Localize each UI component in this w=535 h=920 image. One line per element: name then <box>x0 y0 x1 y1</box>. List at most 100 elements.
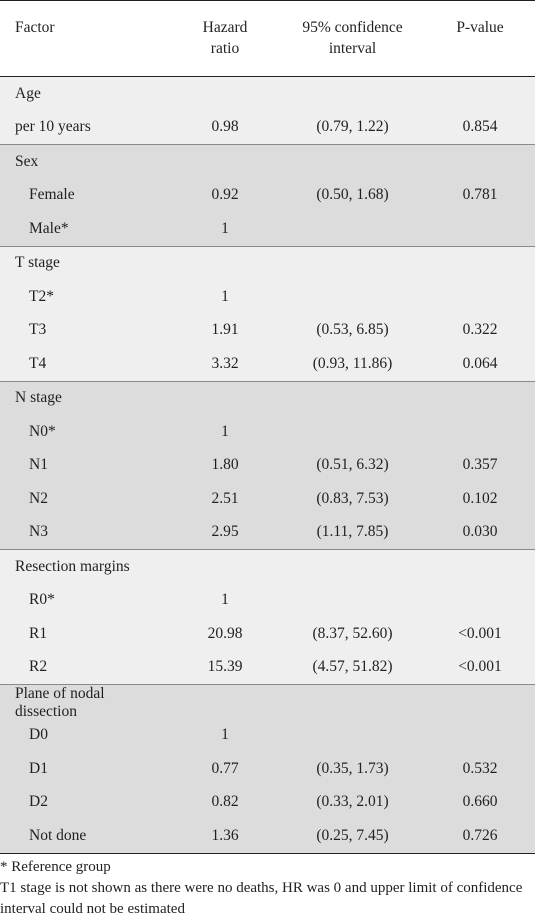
cell-factor: Not done <box>29 826 87 844</box>
cell-hazard-ratio: 15.39 <box>207 658 243 676</box>
cell-hazard-ratio: 1.36 <box>211 826 239 844</box>
cell-confidence-interval: (0.33, 2.01) <box>316 793 389 811</box>
cell-p-value: <0.001 <box>458 624 502 642</box>
footnote-t1-stage: T1 stage is not shown as there were no d… <box>0 879 523 917</box>
cell-confidence-interval: (0.25, 7.45) <box>316 826 389 844</box>
cell-hazard-ratio: 1 <box>221 726 229 744</box>
table-row: D0 1 <box>0 719 535 753</box>
table-row: N0* 1 <box>0 415 535 449</box>
header-hazard-ratio-line2: ratio <box>210 40 240 57</box>
row-group: Sex Female 0.92 (0.50, 1.68) 0.781 Male* 1 <box>0 144 535 246</box>
table-body: Age per 10 years 0.98 (0.79, 1.22) 0.854 Sex F… <box>0 77 535 853</box>
header-confidence-interval: 95% confidence interval <box>280 1 425 76</box>
header-ci-line2: interval <box>328 40 377 57</box>
row-group: Plane of nodal dissection D0 1 D1 0.77 (0.35,… <box>0 684 535 853</box>
cell-confidence-interval: (0.53, 6.85) <box>316 321 389 339</box>
table-row: Male* 1 <box>0 212 535 246</box>
header-ci-line1: 95% confidence <box>302 19 403 36</box>
cell-factor: T2* <box>29 287 54 305</box>
cell-hazard-ratio: 0.92 <box>211 186 239 204</box>
cell-p-value: 0.532 <box>462 759 498 777</box>
group-title-row: T stage <box>0 247 535 281</box>
cell-p-value: 0.102 <box>462 489 498 507</box>
group-title-row: Resection margins <box>0 550 535 584</box>
row-group: Resection margins R0* 1 R1 20.98 (8.37, 52.60… <box>0 549 535 684</box>
cell-factor: Sex <box>15 152 39 170</box>
cell-hazard-ratio: 1 <box>221 422 229 440</box>
cell-factor: R0* <box>29 591 55 609</box>
cell-factor: R1 <box>29 624 48 642</box>
cell-p-value: 0.781 <box>462 186 498 204</box>
cell-confidence-interval: (1.11, 7.85) <box>316 523 389 541</box>
cell-hazard-ratio: 0.82 <box>211 793 239 811</box>
table-row: R0* 1 <box>0 584 535 618</box>
row-group: Age per 10 years 0.98 (0.79, 1.22) 0.854 <box>0 77 535 144</box>
table-row: Female 0.92 (0.50, 1.68) 0.781 <box>0 179 535 213</box>
cell-factor: N0* <box>29 422 56 440</box>
cell-confidence-interval: (0.79, 1.22) <box>316 118 389 136</box>
cell-factor: Age <box>15 84 41 102</box>
cell-hazard-ratio: 2.95 <box>211 523 239 541</box>
cell-confidence-interval: (0.93, 11.86) <box>312 354 393 372</box>
table-footnotes: * Reference group T1 stage is not shown … <box>0 852 535 920</box>
cell-p-value: 0.030 <box>462 523 498 541</box>
group-title-row: Age <box>0 77 535 111</box>
cell-p-value: 0.660 <box>462 793 498 811</box>
table-row: T2* 1 <box>0 280 535 314</box>
group-title-row: N stage <box>0 382 535 416</box>
cell-p-value: 0.854 <box>462 118 498 136</box>
cell-hazard-ratio: 1.80 <box>211 456 239 474</box>
table-row: N3 2.95 (1.11, 7.85) 0.030 <box>0 516 535 550</box>
cell-confidence-interval: (0.35, 1.73) <box>316 759 389 777</box>
table-row: N1 1.80 (0.51, 6.32) 0.357 <box>0 449 535 483</box>
cell-factor: D1 <box>29 759 48 777</box>
cell-hazard-ratio: 1.91 <box>211 321 239 339</box>
cell-factor: D2 <box>29 793 48 811</box>
cell-factor: T4 <box>29 354 47 372</box>
cell-hazard-ratio: 1 <box>221 219 229 237</box>
cell-factor: per 10 years <box>15 118 91 136</box>
table-row: R1 20.98 (8.37, 52.60) <0.001 <box>0 617 535 651</box>
cell-confidence-interval: (8.37, 52.60) <box>312 624 393 642</box>
cell-p-value: 0.064 <box>462 354 498 372</box>
cell-confidence-interval: (0.83, 7.53) <box>316 489 389 507</box>
table-row: N2 2.51 (0.83, 7.53) 0.102 <box>0 482 535 516</box>
cell-factor: N2 <box>29 489 48 507</box>
cell-hazard-ratio: 0.98 <box>211 118 239 136</box>
cell-factor: N1 <box>29 456 48 474</box>
table-header: Factor Hazard ratio 95% confidence inter… <box>0 1 535 77</box>
cell-factor: Plane of nodal dissection <box>15 685 105 720</box>
header-p-value: P-value <box>456 19 504 36</box>
cell-hazard-ratio: 2.51 <box>211 489 239 507</box>
row-group: N stage N0* 1 N1 1.80 (0.51, 6.32) 0.357 N2 2.51… <box>0 380 535 550</box>
cell-hazard-ratio: 3.32 <box>211 354 239 372</box>
table-row: D1 0.77 (0.35, 1.73) 0.532 <box>0 752 535 786</box>
group-title-row: Plane of nodal dissection <box>0 685 535 720</box>
cell-factor: T stage <box>15 254 60 272</box>
cell-factor: T3 <box>29 321 47 339</box>
table-row: Not done 1.36 (0.25, 7.45) 0.726 <box>0 819 535 853</box>
cell-hazard-ratio: 1 <box>221 591 229 609</box>
table-row: D2 0.82 (0.33, 2.01) 0.660 <box>0 786 535 820</box>
cell-p-value: 0.357 <box>462 456 498 474</box>
group-title-row: Sex <box>0 145 535 179</box>
table-row: T3 1.91 (0.53, 6.85) 0.322 <box>0 314 535 348</box>
footnote-reference: * Reference group <box>0 858 111 875</box>
row-group: T stage T2* 1 T3 1.91 (0.53, 6.85) 0.322 T4 3.32… <box>0 245 535 381</box>
header-hazard-ratio-line1: Hazard <box>202 19 248 36</box>
cell-p-value: 0.322 <box>462 321 498 339</box>
header-factor: Factor <box>15 19 55 36</box>
cell-confidence-interval: (0.51, 6.32) <box>316 456 389 474</box>
cell-factor: N3 <box>29 523 48 541</box>
cell-factor: Male* <box>29 219 69 237</box>
cell-confidence-interval: (4.57, 51.82) <box>312 658 393 676</box>
hazard-ratio-table: Factor Hazard ratio 95% confidence inter… <box>0 0 535 853</box>
cell-p-value: <0.001 <box>458 658 502 676</box>
cell-p-value: 0.726 <box>462 826 498 844</box>
cell-factor: R2 <box>29 658 48 676</box>
table-row: per 10 years 0.98 (0.79, 1.22) 0.854 <box>0 111 535 145</box>
cell-hazard-ratio: 0.77 <box>211 759 239 777</box>
table-row: T4 3.32 (0.93, 11.86) 0.064 <box>0 347 535 381</box>
cell-hazard-ratio: 1 <box>221 287 229 305</box>
cell-confidence-interval: (0.50, 1.68) <box>316 186 389 204</box>
